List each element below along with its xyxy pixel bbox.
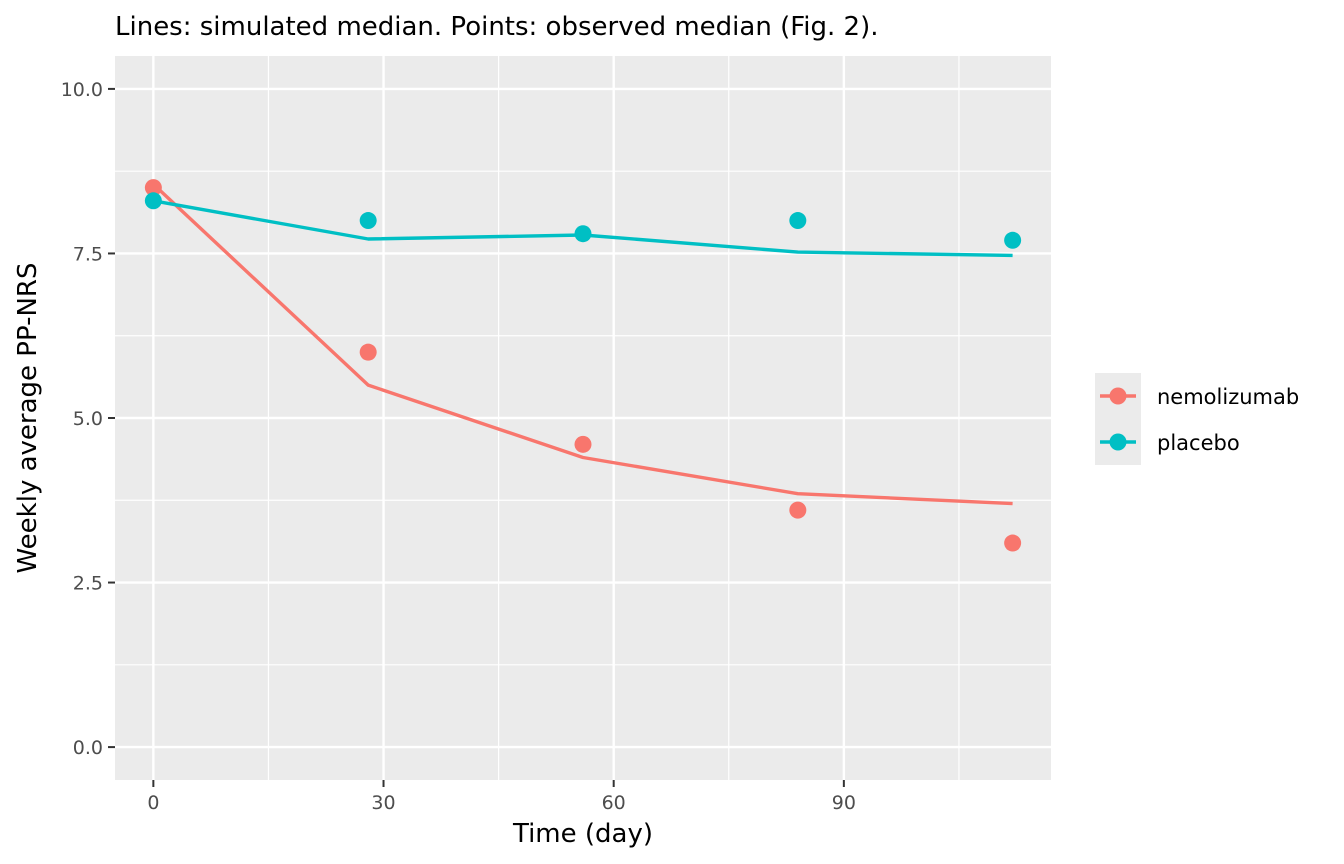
data-point-nemolizumab [144, 179, 162, 197]
series-line-nemolizumab [152, 183, 1013, 506]
data-point-nemolizumab [574, 435, 592, 453]
legend-key-point [1109, 433, 1127, 451]
grid-major [115, 56, 1051, 780]
legend: nemolizumab placebo [1095, 373, 1299, 465]
data-point-placebo [359, 212, 377, 230]
x-tick-label: 0 [147, 792, 159, 814]
x-axis-title: Time (day) [512, 819, 653, 849]
y-tick-label: 2.5 [73, 573, 103, 595]
legend-label-placebo: placebo [1157, 431, 1240, 455]
y-tick-label: 7.5 [73, 243, 103, 265]
data-point-placebo [574, 225, 592, 243]
legend-key-point [1109, 387, 1127, 405]
data-point-nemolizumab [1004, 534, 1022, 552]
y-tick-label: 5.0 [73, 408, 103, 430]
x-tick-label: 30 [371, 792, 395, 814]
data-point-placebo [1004, 231, 1022, 249]
data-point-nemolizumab [789, 501, 807, 519]
chart-title: Lines: simulated median. Points: observe… [115, 12, 879, 42]
y-axis: 0.0 2.5 5.0 7.5 10.0 [61, 79, 115, 759]
x-tick-label: 90 [832, 792, 856, 814]
y-tick-label: 0.0 [73, 737, 103, 759]
x-tick-label: 60 [602, 792, 626, 814]
y-tick-label: 10.0 [61, 79, 103, 101]
legend-label-nemolizumab: nemolizumab [1157, 385, 1299, 409]
data-point-placebo [144, 192, 162, 210]
series-points [144, 179, 1022, 552]
data-point-nemolizumab [359, 343, 377, 361]
x-axis: 0 30 60 90 [147, 780, 856, 814]
data-point-placebo [789, 212, 807, 230]
y-axis-title: Weekly average PP-NRS [13, 263, 43, 574]
